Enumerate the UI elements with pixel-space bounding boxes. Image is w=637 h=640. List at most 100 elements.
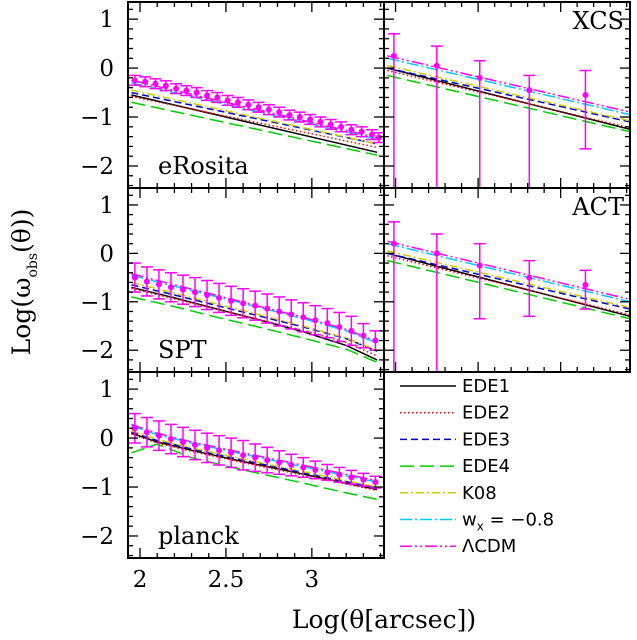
plot-area <box>387 221 630 372</box>
y-tick-label: −2 <box>80 154 114 180</box>
y-tick-label: −1 <box>80 105 114 131</box>
panel-label: SPT <box>158 336 207 364</box>
series-line-ede3 <box>387 252 630 310</box>
data-point <box>476 74 483 81</box>
data-point <box>276 308 283 315</box>
panel-label: eRosita <box>158 152 249 180</box>
data-point <box>265 106 272 113</box>
data-point <box>300 314 307 321</box>
data-point <box>288 462 295 468</box>
data-point <box>228 449 235 456</box>
data-point <box>526 87 533 94</box>
data-point <box>264 457 271 464</box>
data-point <box>433 62 440 69</box>
data-point <box>167 436 174 443</box>
data-point <box>224 97 231 104</box>
data-point <box>142 78 149 85</box>
series-line-wx <box>131 274 378 344</box>
plot-area <box>387 33 630 188</box>
legend-item-wx: wx = −0.8 <box>400 510 554 534</box>
panel-frame <box>383 187 631 373</box>
legend-label: EDE3 <box>462 429 510 450</box>
data-point <box>234 99 241 106</box>
error-bar <box>473 242 486 320</box>
data-point <box>131 425 138 432</box>
data-point <box>433 250 440 257</box>
series-line-k08 <box>131 89 378 145</box>
data-point <box>348 126 355 133</box>
data-point <box>143 429 150 436</box>
data-point <box>228 297 235 304</box>
data-point <box>179 286 186 293</box>
y-tick-label: 0 <box>99 56 114 82</box>
panel-spt: 1 0 −1 −2 SPT <box>80 187 385 373</box>
legend-label: EDE1 <box>462 376 510 397</box>
axis-labels: Log(θ[arcsec]) Log(ωobs(θ)) <box>7 209 476 634</box>
data-point <box>193 89 200 96</box>
series-line-ede3 <box>387 67 630 123</box>
y-tick-label: −2 <box>80 338 114 364</box>
series-line-ede4 <box>131 101 378 156</box>
legend-item-ede2: EDE2 <box>400 403 510 424</box>
data-point <box>179 438 186 445</box>
series-line-ede2 <box>387 255 630 316</box>
panel-planck: 1 0 −1 −2 2 2.5 3 planck <box>80 371 385 593</box>
y-axis-label: Log(ωobs(θ)) <box>7 209 41 356</box>
data-point <box>372 337 379 344</box>
data-point <box>276 459 283 466</box>
data-point <box>216 294 223 301</box>
data-point <box>348 327 355 334</box>
data-point <box>582 281 589 288</box>
panel-label: XCS <box>573 7 624 35</box>
data-point <box>252 454 259 461</box>
data-point <box>375 134 382 141</box>
data-point <box>526 274 533 281</box>
panel-label: ACT <box>571 193 624 221</box>
data-point <box>204 92 211 99</box>
data-point <box>264 305 271 312</box>
data-point <box>317 118 324 125</box>
data-point <box>338 123 345 130</box>
series-line-ede4 <box>131 443 378 501</box>
data-point <box>288 311 295 318</box>
data-point <box>240 300 247 307</box>
plot-area <box>128 412 382 501</box>
y-tick-label: 1 <box>99 7 114 33</box>
y-tick-label: −1 <box>80 475 114 501</box>
legend-item-ede3: EDE3 <box>400 429 510 450</box>
x-tick-label: 2 <box>133 567 148 593</box>
series-line-lcdm <box>387 55 630 113</box>
data-point <box>372 479 379 486</box>
panel-frame <box>127 371 385 559</box>
series-line-ede2 <box>131 95 378 149</box>
panel-grid: 1 0 −1 −2 eRosita XCS 1 0 −1 −2 SPT ACT 1 0 −1 −2 2 2.5 3 p… <box>80 1 631 593</box>
series-line-ede4 <box>131 296 378 363</box>
data-point <box>336 471 343 478</box>
data-point <box>131 77 138 84</box>
panel-act: ACT <box>383 187 631 373</box>
series-line-ede2 <box>387 69 630 129</box>
y-tick-label: 1 <box>99 377 114 403</box>
series-line-ede4 <box>387 74 630 133</box>
data-point <box>476 262 483 269</box>
series-line-k08 <box>131 281 378 351</box>
error-bar <box>473 59 486 188</box>
legend-label: wx = −0.8 <box>462 510 554 534</box>
data-point <box>348 474 355 481</box>
error-bar <box>523 74 536 188</box>
error-bar <box>579 69 592 150</box>
x-tick-label: 2.5 <box>208 567 245 593</box>
plot-area <box>128 262 382 363</box>
data-point <box>204 444 211 451</box>
data-point <box>131 274 138 281</box>
data-point <box>360 332 367 339</box>
data-point <box>360 476 367 483</box>
data-point <box>327 121 334 128</box>
y-tick-label: 1 <box>99 193 114 219</box>
data-point <box>173 85 180 92</box>
error-bar <box>579 269 592 310</box>
data-point <box>390 240 397 247</box>
data-point <box>216 447 223 454</box>
